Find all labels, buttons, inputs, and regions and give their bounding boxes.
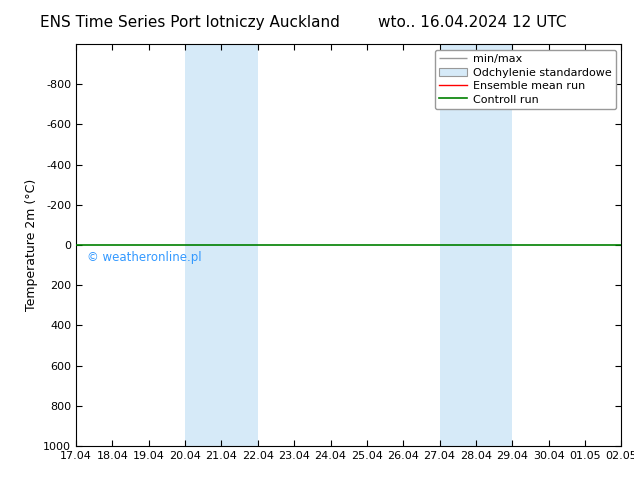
Text: © weatheronline.pl: © weatheronline.pl xyxy=(87,251,202,264)
Text: ENS Time Series Port lotniczy Auckland: ENS Time Series Port lotniczy Auckland xyxy=(41,15,340,30)
Legend: min/max, Odchylenie standardowe, Ensemble mean run, Controll run: min/max, Odchylenie standardowe, Ensembl… xyxy=(435,49,616,109)
Bar xyxy=(439,44,512,446)
Y-axis label: Temperature 2m (°C): Temperature 2m (°C) xyxy=(25,179,37,311)
Bar xyxy=(185,44,258,446)
Text: wto.. 16.04.2024 12 UTC: wto.. 16.04.2024 12 UTC xyxy=(378,15,567,30)
